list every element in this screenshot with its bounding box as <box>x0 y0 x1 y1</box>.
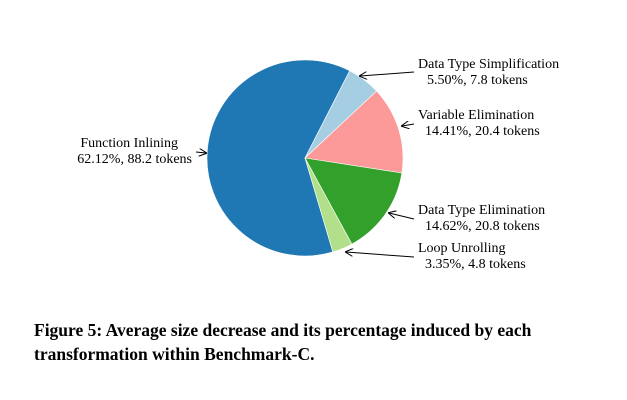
slice-value-loop-unrolling: 3.35%, 4.8 tokens <box>425 257 526 272</box>
slice-arrow-function-inlining <box>195 152 206 153</box>
slice-value-variable-elimination: 14.41%, 20.4 tokens <box>425 124 540 139</box>
pie-slice-function-inlining <box>206 59 351 257</box>
slice-value-function-inlining: 62.12%, 88.2 tokens <box>77 152 192 167</box>
slice-arrow-loop-unrolling <box>346 252 415 258</box>
slice-value-data-type-elimination: 14.62%, 20.8 tokens <box>425 219 540 234</box>
slice-value-data-type-simplification: 5.50%, 7.8 tokens <box>427 73 528 88</box>
figure-caption: Figure 5: Average size decrease and its … <box>34 320 532 364</box>
slice-label-variable-elimination: Variable Elimination <box>418 108 534 123</box>
pie-slice-loop-unrolling <box>304 157 353 253</box>
pie-slice-variable-elimination <box>304 90 404 174</box>
slice-arrow-data-type-elimination <box>389 213 415 220</box>
slice-label-loop-unrolling: Loop Unrolling <box>418 241 506 256</box>
slice-arrow-data-type-simplification <box>360 72 415 76</box>
slice-label-data-type-elimination: Data Type Elimination <box>418 203 545 218</box>
slice-label-function-inlining: Function Inlining <box>80 136 178 151</box>
slice-label-data-type-simplification: Data Type Simplification <box>418 57 559 72</box>
pie-slice-data-type-elimination <box>304 157 403 245</box>
slice-arrow-variable-elimination <box>402 124 415 126</box>
